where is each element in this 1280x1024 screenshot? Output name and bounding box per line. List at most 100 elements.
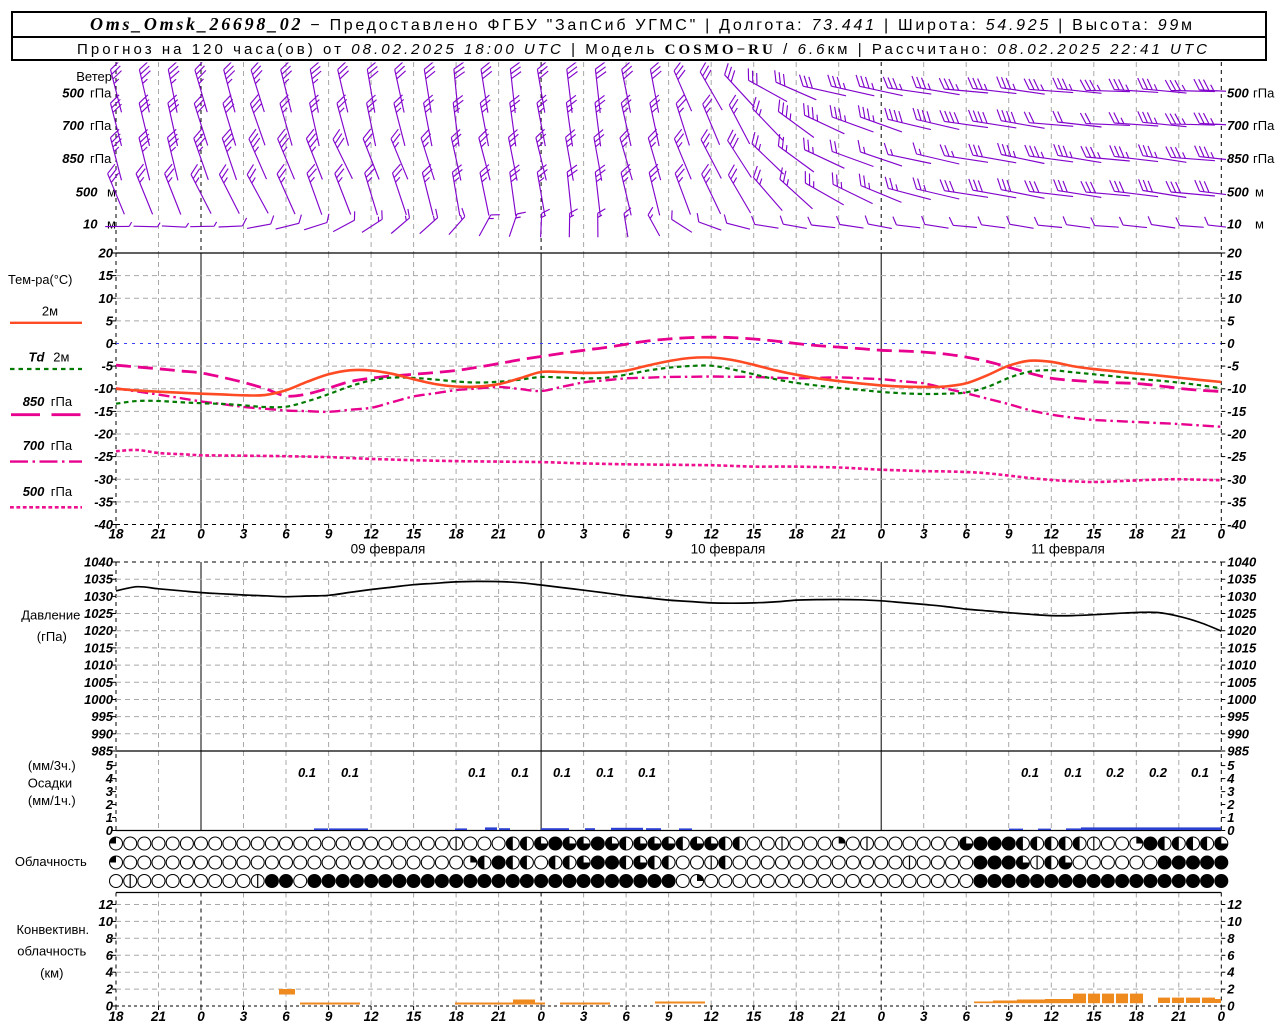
svg-text:-30: -30 [94, 472, 114, 487]
svg-text:20: 20 [1226, 246, 1242, 261]
svg-text:Осадки: Осадки [28, 776, 72, 791]
svg-text:21: 21 [150, 527, 166, 542]
svg-text:Oms_Omsk_26698_02 − Предоставл: Oms_Omsk_26698_02 − Предоставлено ФГБУ "… [90, 14, 1192, 34]
svg-text:6: 6 [106, 948, 114, 963]
svg-text:0: 0 [877, 1009, 885, 1024]
svg-text:0: 0 [197, 1009, 205, 1024]
svg-text:0.2: 0.2 [1106, 765, 1125, 780]
svg-text:18: 18 [1129, 1009, 1145, 1024]
svg-text:0.1: 0.1 [1191, 765, 1209, 780]
svg-text:2: 2 [105, 982, 114, 997]
svg-text:4: 4 [105, 965, 114, 980]
svg-text:500: 500 [23, 484, 45, 499]
svg-text:-5: -5 [1227, 359, 1239, 374]
svg-text:-30: -30 [1227, 472, 1247, 487]
svg-text:0: 0 [1227, 336, 1235, 351]
svg-text:18: 18 [1129, 527, 1145, 542]
svg-text:Ветер: Ветер [76, 69, 112, 84]
svg-text:11 февраля: 11 февраля [1031, 542, 1105, 557]
svg-text:12: 12 [364, 527, 380, 542]
svg-text:м: м [107, 217, 116, 232]
svg-text:1010: 1010 [1227, 658, 1257, 673]
svg-text:10: 10 [99, 914, 114, 929]
svg-text:18: 18 [449, 1009, 465, 1024]
svg-text:1035: 1035 [1227, 572, 1257, 587]
svg-text:9: 9 [1005, 1009, 1013, 1024]
svg-text:15: 15 [99, 268, 114, 283]
svg-text:5: 5 [106, 758, 114, 773]
svg-text:1005: 1005 [1227, 675, 1257, 690]
svg-text:гПа: гПа [1253, 118, 1275, 133]
svg-text:2: 2 [1226, 797, 1235, 812]
svg-text:Давление: Давление [21, 608, 80, 623]
svg-text:-20: -20 [94, 427, 114, 442]
svg-text:-5: -5 [101, 359, 113, 374]
svg-text:850: 850 [1227, 151, 1249, 166]
svg-text:0.1: 0.1 [341, 765, 359, 780]
svg-text:3: 3 [580, 527, 588, 542]
svg-text:6: 6 [962, 1009, 970, 1024]
svg-text:1010: 1010 [84, 658, 114, 673]
svg-text:м: м [107, 185, 116, 200]
svg-text:9: 9 [665, 527, 673, 542]
svg-text:-10: -10 [94, 381, 114, 396]
svg-text:-15: -15 [1227, 404, 1247, 419]
svg-text:0.1: 0.1 [553, 765, 571, 780]
svg-text:18: 18 [449, 527, 465, 542]
svg-text:-15: -15 [94, 404, 114, 419]
svg-text:21: 21 [1170, 527, 1186, 542]
svg-text:0.1: 0.1 [596, 765, 614, 780]
svg-text:21: 21 [490, 1009, 506, 1024]
svg-text:-25: -25 [94, 449, 114, 464]
svg-text:12: 12 [1044, 1009, 1060, 1024]
svg-text:Прогноз на 120 часа(ов) от 08.: Прогноз на 120 часа(ов) от 08.02.2025 18… [77, 41, 1207, 58]
svg-text:гПа: гПа [51, 438, 73, 453]
svg-text:1020: 1020 [1227, 623, 1257, 638]
svg-text:10: 10 [99, 291, 114, 306]
svg-text:1030: 1030 [84, 589, 114, 604]
svg-text:3: 3 [920, 1009, 928, 1024]
svg-text:1025: 1025 [84, 606, 114, 621]
svg-text:1000: 1000 [1227, 692, 1257, 707]
svg-text:10 февраля: 10 февраля [691, 542, 766, 557]
svg-text:6: 6 [622, 527, 630, 542]
svg-text:09 февраля: 09 февраля [351, 542, 426, 557]
svg-text:15: 15 [1086, 527, 1102, 542]
svg-text:15: 15 [746, 1009, 762, 1024]
svg-text:12: 12 [364, 1009, 380, 1024]
svg-text:Td: Td [29, 349, 46, 364]
svg-text:(гПа): (гПа) [37, 629, 67, 644]
svg-text:м: м [1255, 217, 1264, 232]
svg-text:1000: 1000 [84, 692, 114, 707]
svg-text:гПа: гПа [1253, 85, 1275, 100]
svg-text:995: 995 [1227, 709, 1249, 724]
svg-text:990: 990 [1227, 726, 1249, 741]
svg-text:500: 500 [62, 85, 84, 100]
svg-text:15: 15 [406, 527, 422, 542]
svg-text:12: 12 [1044, 527, 1060, 542]
svg-text:6: 6 [282, 1009, 290, 1024]
svg-text:облачность: облачность [17, 944, 86, 959]
svg-text:-40: -40 [1227, 517, 1247, 532]
svg-text:3: 3 [240, 527, 248, 542]
svg-text:Конвективн.: Конвективн. [16, 922, 89, 937]
svg-text:0.1: 0.1 [1064, 765, 1082, 780]
svg-text:6: 6 [622, 1009, 630, 1024]
svg-text:3: 3 [580, 1009, 588, 1024]
svg-text:5: 5 [1227, 313, 1235, 328]
svg-text:9: 9 [665, 1009, 673, 1024]
svg-text:700: 700 [23, 438, 45, 453]
svg-text:700: 700 [1227, 118, 1249, 133]
svg-text:1035: 1035 [84, 572, 114, 587]
svg-text:21: 21 [150, 1009, 166, 1024]
svg-text:15: 15 [1227, 268, 1242, 283]
svg-text:(км): (км) [40, 965, 63, 980]
svg-text:700: 700 [62, 118, 84, 133]
svg-text:9: 9 [325, 527, 333, 542]
svg-text:500: 500 [1227, 185, 1249, 200]
svg-text:гПа: гПа [90, 85, 112, 100]
svg-text:5: 5 [106, 313, 114, 328]
svg-text:0: 0 [106, 336, 114, 351]
svg-text:0.1: 0.1 [638, 765, 656, 780]
svg-text:850: 850 [23, 394, 45, 409]
